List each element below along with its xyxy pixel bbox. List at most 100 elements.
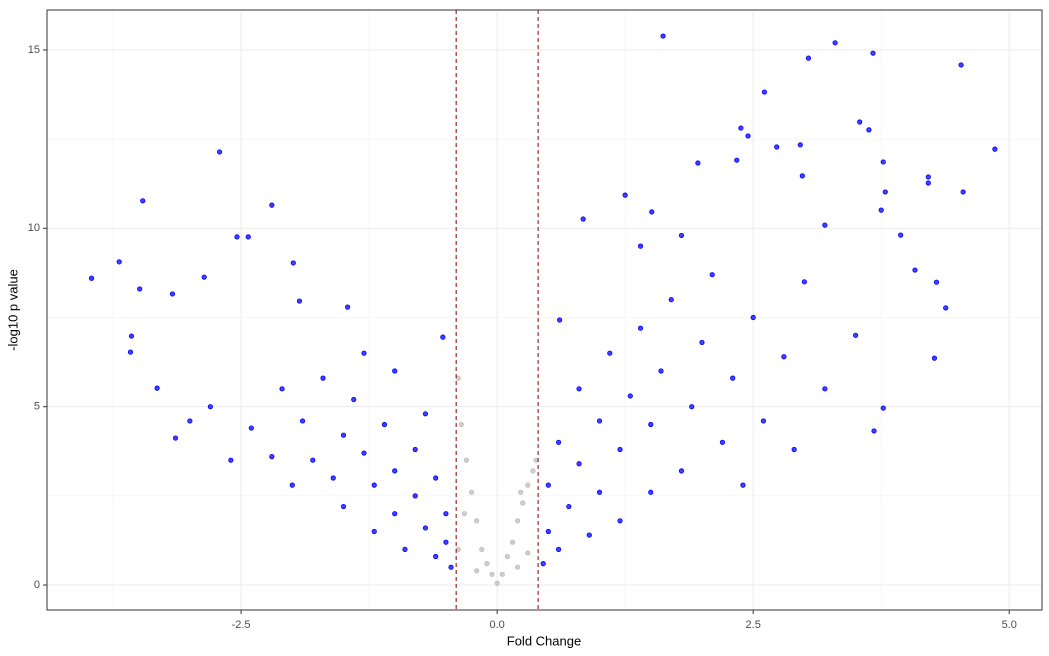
point: [448, 564, 454, 570]
point: [545, 528, 551, 535]
point: [340, 503, 347, 510]
point: [781, 354, 787, 360]
point: [866, 127, 872, 133]
point: [128, 333, 135, 339]
point: [154, 385, 160, 391]
point: [216, 149, 223, 155]
point: [912, 267, 918, 273]
point: [533, 457, 539, 463]
point: [248, 425, 254, 431]
point: [494, 580, 500, 586]
point: [433, 475, 439, 481]
point: [137, 286, 143, 292]
point: [760, 418, 767, 424]
point: [596, 489, 603, 495]
point: [617, 518, 623, 524]
point: [689, 404, 695, 410]
point: [455, 375, 461, 381]
point: [484, 561, 490, 567]
point: [660, 33, 666, 39]
point: [596, 418, 603, 424]
point: [943, 305, 949, 311]
point: [699, 339, 705, 346]
point: [678, 232, 685, 239]
point: [296, 298, 303, 304]
y-tick-label: 15: [28, 44, 40, 56]
point: [443, 539, 449, 545]
point: [351, 396, 357, 403]
y-axis-title: -log10 p value: [5, 269, 20, 351]
point: [361, 450, 367, 456]
point: [310, 457, 316, 463]
point: [201, 274, 207, 280]
plot-border: [46, 9, 1043, 611]
point: [127, 349, 134, 355]
point: [504, 553, 510, 560]
point: [499, 571, 505, 577]
point: [805, 55, 812, 61]
plot-panel: [47, 10, 1042, 610]
point: [880, 159, 886, 165]
point: [627, 393, 633, 399]
point: [422, 525, 429, 531]
point: [925, 174, 931, 180]
point: [172, 435, 179, 441]
point: [440, 334, 446, 340]
point: [525, 550, 531, 556]
point: [622, 192, 628, 198]
point: [245, 234, 251, 240]
point: [515, 518, 521, 524]
point: [791, 446, 797, 453]
point: [455, 546, 461, 552]
point: [871, 428, 877, 434]
point: [412, 493, 418, 499]
point: [648, 421, 654, 428]
point: [392, 368, 398, 374]
point: [822, 386, 828, 392]
point: [648, 489, 654, 495]
point: [392, 511, 398, 517]
point: [649, 209, 655, 215]
y-tick-label: 5: [34, 401, 40, 413]
point: [371, 482, 377, 488]
point: [557, 317, 563, 323]
point: [392, 468, 398, 474]
point: [870, 50, 876, 56]
point: [381, 421, 388, 428]
point: [799, 173, 805, 179]
x-tick-label: 2.5: [746, 619, 761, 631]
point: [576, 461, 582, 467]
point: [678, 468, 685, 474]
point: [402, 546, 408, 552]
point: [709, 272, 715, 278]
point: [960, 189, 966, 195]
x-axis-title: Fold Change: [507, 633, 581, 648]
x-tick-label: 0.0: [489, 619, 504, 631]
point: [880, 405, 886, 411]
point: [289, 482, 295, 488]
point: [637, 243, 644, 249]
point: [734, 157, 740, 163]
point: [207, 404, 213, 410]
point: [474, 518, 480, 524]
point: [933, 279, 940, 285]
point: [857, 119, 863, 125]
point: [719, 439, 726, 445]
point: [738, 125, 744, 131]
point: [468, 489, 475, 495]
point: [555, 546, 562, 552]
point: [668, 297, 674, 303]
point: [750, 314, 756, 321]
point: [898, 232, 904, 238]
y-tick-label: 0: [34, 579, 40, 591]
point: [801, 279, 807, 285]
x-tick-label: -2.5: [232, 619, 251, 631]
point: [832, 40, 838, 46]
point: [566, 503, 572, 510]
point: [279, 386, 285, 392]
point: [580, 216, 586, 222]
point: [740, 482, 746, 488]
point: [761, 89, 768, 95]
point: [361, 350, 367, 356]
